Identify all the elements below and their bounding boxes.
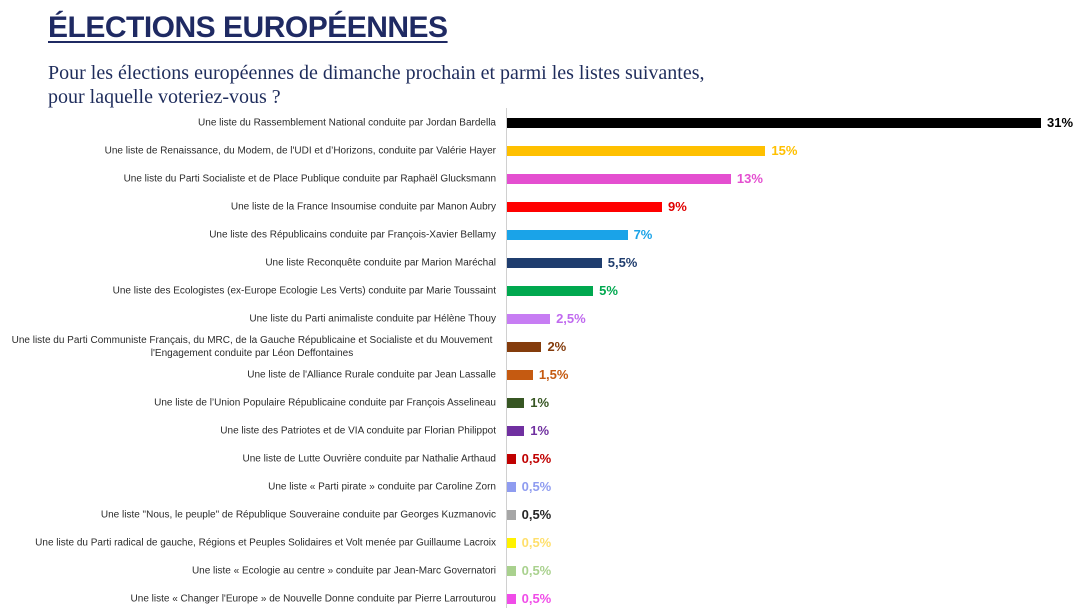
category-label: Une liste de l'Alliance Rurale conduite … (247, 369, 496, 381)
horizontal-bar-chart: Une liste du Rassemblement National cond… (0, 108, 1080, 608)
chart-bar (507, 258, 602, 268)
chart-subtitle: Pour les élections européennes de dimanc… (48, 61, 704, 109)
subtitle-line: pour laquelle voteriez-vous ? (48, 86, 281, 108)
category-label: Une liste du Parti radical de gauche, Ré… (35, 537, 496, 549)
chart-bar (507, 482, 516, 492)
category-label: Une liste du Parti animaliste conduite p… (249, 313, 496, 325)
page-title: ÉLECTIONS EUROPÉENNES (48, 11, 448, 44)
value-label: 15% (771, 143, 798, 158)
category-label: Une liste Reconquête conduite par Marion… (265, 257, 496, 269)
category-label: Une liste "Nous, le peuple" de Républiqu… (100, 509, 496, 521)
chart-bar (507, 342, 542, 352)
chart-bar (507, 370, 533, 380)
category-label: Une liste « Changer l'Europe » de Nouvel… (130, 593, 496, 605)
value-label: 0,5% (521, 507, 552, 522)
value-label: 0,5% (521, 591, 552, 606)
category-label: Une liste des Républicains conduite par … (209, 229, 496, 241)
value-label: 31% (1047, 115, 1074, 130)
chart-bar (507, 174, 731, 184)
chart-bar (507, 594, 516, 604)
chart-bar (507, 510, 516, 520)
category-label: Une liste de l’Union Populaire Républica… (154, 397, 496, 409)
chart-bar (507, 426, 525, 436)
category-label: Une liste « Parti pirate » conduite par … (268, 481, 496, 493)
value-label: 0,5% (521, 563, 552, 578)
value-label: 13% (736, 171, 763, 186)
value-label: 1% (530, 395, 550, 410)
category-label: Une liste de Renaissance, du Modem, de l… (104, 145, 496, 157)
value-label: 5,5% (607, 255, 638, 270)
chart-bar (507, 146, 766, 156)
value-label: 1% (530, 423, 550, 438)
chart-bar (507, 118, 1041, 128)
chart-bar (507, 538, 516, 548)
category-label: Une liste de la France Insoumise conduit… (230, 201, 496, 213)
category-label: Une liste des Patriotes et de VIA condui… (220, 425, 496, 437)
value-label: 2% (547, 339, 567, 354)
category-label: Une liste du Rassemblement National cond… (198, 117, 496, 129)
value-label: 0,5% (521, 535, 552, 550)
category-label: Une liste « Ecologie au centre » conduit… (191, 565, 496, 577)
chart-bar (507, 454, 516, 464)
category-axis-line (506, 108, 507, 608)
chart-bar (507, 398, 525, 408)
chart-bar (507, 566, 516, 576)
value-label: 7% (633, 227, 653, 242)
category-label: Une liste du Parti Socialiste et de Plac… (123, 173, 496, 185)
category-label: Une liste de Lutte Ouvrière conduite par… (242, 453, 497, 465)
value-label: 0,5% (521, 479, 552, 494)
chart-bar (507, 202, 663, 212)
value-label: 5% (599, 283, 618, 298)
subtitle-line: Pour les élections européennes de dimanc… (48, 62, 705, 84)
category-label: Une liste du Parti Communiste Français, … (11, 335, 493, 359)
chart-bar (507, 286, 594, 296)
category-label: Une liste des Ecologistes (ex-Europe Eco… (112, 285, 496, 297)
value-label: 0,5% (521, 451, 552, 466)
chart-bar (507, 314, 551, 324)
value-label: 9% (668, 199, 687, 214)
chart-bar (507, 230, 628, 240)
value-label: 2,5% (556, 311, 586, 326)
value-label: 1,5% (538, 367, 569, 382)
